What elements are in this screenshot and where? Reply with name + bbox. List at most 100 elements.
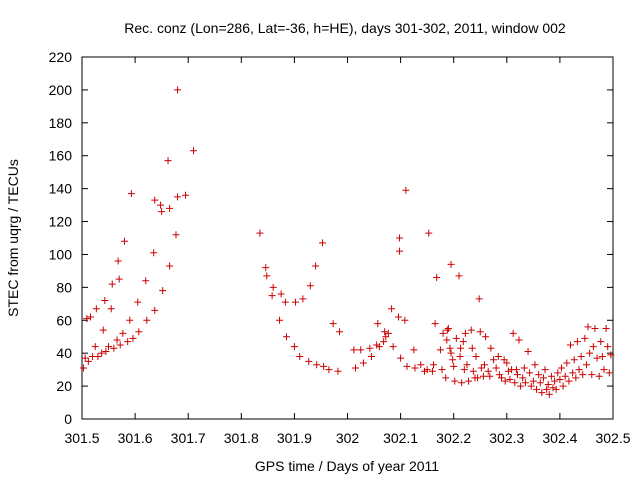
data-point (459, 338, 467, 346)
data-point (444, 325, 452, 332)
data-point (182, 191, 190, 199)
x-axis: 301.5 301.6 301.7 301.8 301.9 302 302.1 302.2 30… (64, 57, 631, 446)
data-point (455, 272, 463, 280)
data-point (581, 334, 589, 342)
data-point (511, 379, 519, 387)
data-point (531, 361, 539, 369)
data-point (597, 338, 605, 346)
data-point (468, 344, 476, 352)
data-point (423, 366, 431, 374)
data-point (554, 369, 562, 377)
data-point (425, 229, 433, 237)
data-point (92, 305, 100, 313)
data-point (457, 344, 465, 352)
data-point (159, 287, 167, 295)
data-point (482, 333, 490, 341)
data-point (549, 384, 557, 392)
data-point (164, 157, 172, 165)
data-point (519, 374, 527, 382)
data-point (506, 376, 514, 384)
data-point (513, 371, 521, 379)
data-point (474, 374, 482, 382)
data-point (588, 371, 596, 379)
y-tick-label: 60 (56, 312, 72, 328)
data-point (598, 352, 606, 360)
data-point (492, 364, 500, 372)
x-tick-label: 301.5 (64, 430, 99, 446)
y-tick-label: 80 (56, 279, 72, 295)
data-point (447, 349, 455, 357)
y-tick-label: 20 (56, 378, 72, 394)
data-point (533, 385, 541, 393)
data-point (572, 374, 580, 382)
data-point (374, 320, 382, 328)
data-point (475, 295, 483, 303)
data-point (577, 352, 585, 360)
data-point (607, 351, 615, 359)
data-point (375, 343, 383, 351)
data-point (497, 374, 505, 382)
data-point (256, 229, 264, 237)
data-point (276, 316, 284, 324)
x-tick-label: 302 (336, 430, 360, 446)
data-point (367, 352, 375, 360)
data-point (325, 366, 333, 374)
data-point (282, 333, 290, 341)
data-point (443, 326, 451, 334)
data-point (449, 356, 457, 364)
y-tick-label: 140 (49, 181, 73, 197)
data-point (463, 361, 471, 369)
data-point (430, 361, 438, 369)
data-point (509, 329, 517, 337)
x-tick-label: 301.7 (171, 430, 206, 446)
data-point (157, 201, 165, 209)
data-point (524, 348, 532, 356)
data-point (544, 380, 552, 388)
data-point (329, 320, 337, 328)
data-point (91, 343, 99, 351)
data-point (403, 362, 411, 370)
data-point (417, 361, 425, 369)
data-point (484, 367, 492, 375)
data-point (166, 262, 174, 270)
data-point (102, 348, 110, 356)
data-point (296, 352, 304, 360)
data-point (563, 359, 571, 367)
data-point (350, 346, 358, 354)
data-point (561, 372, 569, 380)
data-point (394, 313, 402, 321)
data-point (545, 390, 553, 398)
y-tick-label: 120 (49, 214, 73, 230)
data-point (450, 362, 458, 370)
data-point (569, 369, 577, 377)
data-point (504, 367, 512, 375)
y-tick-label: 180 (49, 115, 73, 131)
data-point (262, 264, 270, 272)
data-point (134, 298, 142, 306)
data-point (586, 349, 594, 357)
data-point (443, 336, 451, 344)
data-point (396, 234, 404, 242)
data-point (269, 283, 277, 291)
data-point (351, 364, 359, 372)
data-point (129, 334, 137, 342)
data-point (447, 260, 455, 268)
data-point (557, 364, 565, 372)
data-point (174, 193, 182, 201)
data-point (536, 379, 544, 387)
y-tick-label: 220 (49, 49, 73, 65)
data-point (469, 367, 477, 375)
data-point (541, 366, 549, 374)
data-point (313, 361, 321, 369)
x-tick-label: 301.8 (224, 430, 259, 446)
data-point (602, 325, 610, 332)
data-point (431, 320, 439, 328)
data-point (380, 338, 388, 346)
data-point (98, 349, 106, 357)
data-point (538, 389, 546, 397)
data-point (591, 325, 599, 332)
data-point (172, 231, 180, 239)
data-point (575, 366, 583, 374)
data-point (517, 382, 525, 390)
